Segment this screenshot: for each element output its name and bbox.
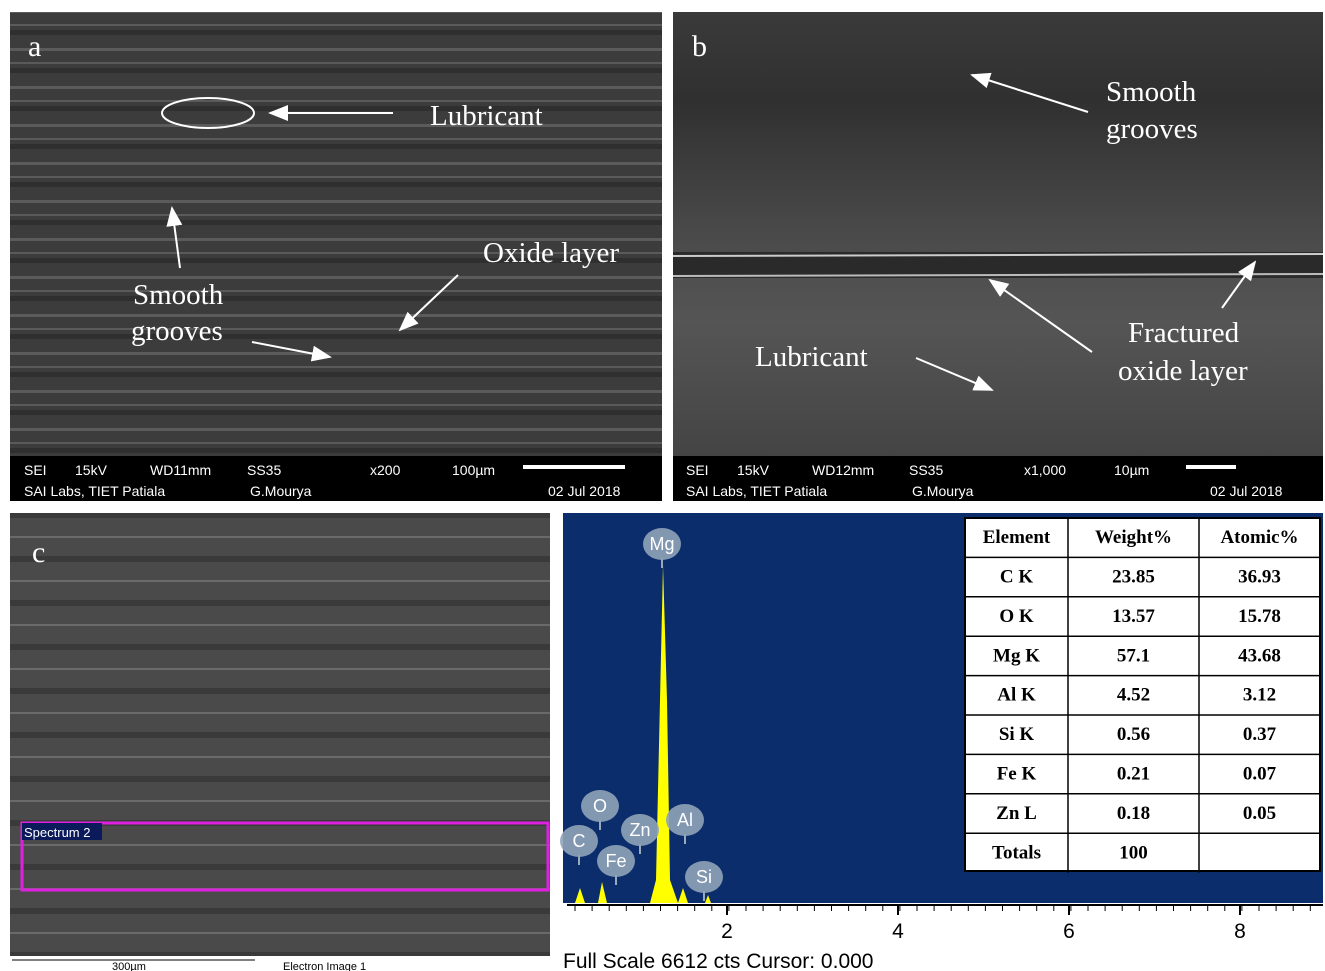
panel-label: a <box>28 30 41 63</box>
panel-label: b <box>692 30 707 63</box>
info-text: WD12mm <box>812 462 874 478</box>
info-text: WD11mm <box>150 462 211 478</box>
annotation: grooves <box>1106 113 1198 145</box>
table-cell: Weight% <box>1095 527 1172 548</box>
peak-label: Si <box>696 867 712 887</box>
table-cell: O K <box>999 606 1034 627</box>
info-text: SEI <box>24 462 47 478</box>
info-text: 15kV <box>737 462 770 478</box>
annotation: Oxide layer <box>483 237 619 269</box>
annotation: Smooth <box>133 279 224 311</box>
info-text: 15kV <box>75 462 108 478</box>
sem-image-a <box>10 12 662 456</box>
info-text: SEI <box>686 462 709 478</box>
sem-image-b <box>673 12 1323 456</box>
table-cell: C K <box>1000 566 1033 587</box>
table-cell: 0.05 <box>1243 803 1276 824</box>
x-tick-label: 6 <box>1063 920 1075 943</box>
panel-label: c <box>32 536 45 569</box>
scale-text: 300µm <box>112 961 146 971</box>
peak-label: Al <box>677 810 693 830</box>
table-cell: 36.93 <box>1238 566 1281 587</box>
table-cell: 57.1 <box>1117 645 1150 666</box>
peak-label: Fe <box>605 851 626 871</box>
info-text: SS35 <box>247 462 281 478</box>
table-cell: 0.07 <box>1243 763 1277 784</box>
table-cell: 3.12 <box>1243 685 1276 706</box>
info-text: SAI Labs, TIET Patiala <box>686 483 827 499</box>
table-cell: 0.21 <box>1117 763 1150 784</box>
info-text: x200 <box>370 462 401 478</box>
annotation: grooves <box>131 315 223 347</box>
table-cell: 43.68 <box>1238 645 1281 666</box>
annotation: Smooth <box>1106 76 1197 108</box>
figure: a Lubricant Oxide layer Smooth grooves b… <box>0 0 1325 971</box>
peak-label: O <box>593 796 607 816</box>
table-cell: 13.57 <box>1112 606 1155 627</box>
peak-label: Mg <box>649 534 674 554</box>
peak-label: C <box>573 831 586 851</box>
peak-label: Zn <box>629 820 650 840</box>
info-text: 02 Jul 2018 <box>1210 483 1283 499</box>
spectrum-label: Spectrum 2 <box>24 825 90 840</box>
spectrum-footer: Full Scale 6612 cts Cursor: 0.000 <box>563 950 874 971</box>
x-tick-label: 4 <box>892 920 904 943</box>
table-cell: 0.18 <box>1117 803 1150 824</box>
annotation: oxide layer <box>1118 355 1248 387</box>
info-text: 100µm <box>452 462 495 478</box>
info-text: SAI Labs, TIET Patiala <box>24 483 165 499</box>
table-cell: 4.52 <box>1117 685 1150 706</box>
table-cell: Zn L <box>996 803 1037 824</box>
annotation: Fractured <box>1128 317 1240 349</box>
info-text: G.Mourya <box>250 483 312 499</box>
table-cell: Element <box>983 527 1051 548</box>
info-text: SS35 <box>909 462 943 478</box>
table-cell: 23.85 <box>1112 566 1155 587</box>
table-cell: Mg K <box>993 645 1040 666</box>
table-cell: 100 <box>1119 842 1148 863</box>
table-cell: 15.78 <box>1238 606 1281 627</box>
info-text: G.Mourya <box>912 483 974 499</box>
table-cell: 0.37 <box>1243 724 1277 745</box>
info-text: 10µm <box>1114 462 1149 478</box>
x-tick-label: 8 <box>1234 920 1246 943</box>
x-tick-label: 2 <box>721 920 733 943</box>
image-caption: Electron Image 1 <box>283 961 366 971</box>
table-cell: Al K <box>997 685 1036 706</box>
info-text: x1,000 <box>1024 462 1066 478</box>
table-cell: Totals <box>992 842 1041 863</box>
info-text: 02 Jul 2018 <box>548 483 621 499</box>
annotation: Lubricant <box>755 341 868 373</box>
table-cell: 0.56 <box>1117 724 1150 745</box>
table-cell: Si K <box>999 724 1035 745</box>
table-cell: Atomic% <box>1220 527 1298 548</box>
annotation: Lubricant <box>430 100 543 132</box>
table-cell: Fe K <box>997 763 1037 784</box>
